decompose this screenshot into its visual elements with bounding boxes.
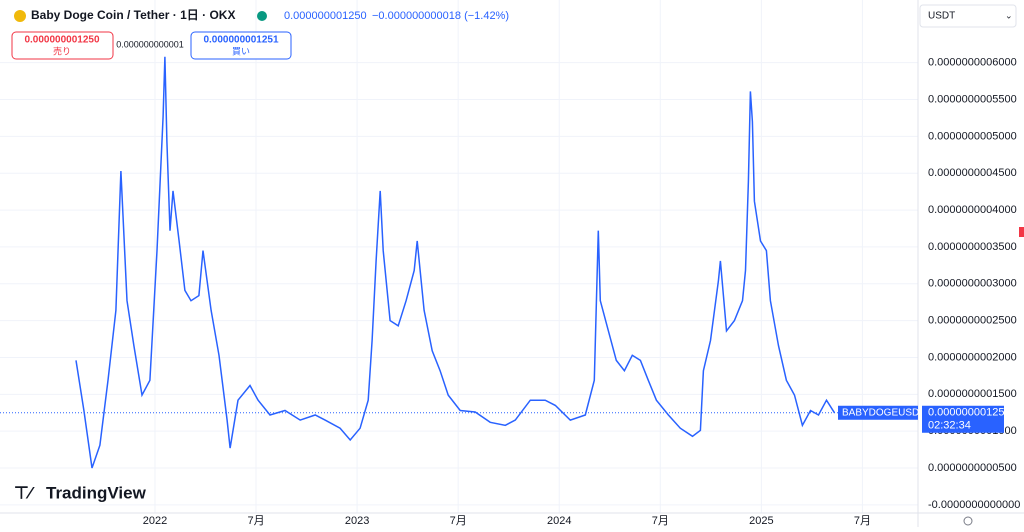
symbol-title[interactable]: Baby Doge Coin / Tether · 1日 · OKX	[31, 8, 235, 22]
price-tag	[922, 405, 1004, 433]
y-tick-label: 0.0000000000500	[928, 462, 1017, 474]
buy-button[interactable]	[190, 31, 292, 60]
y-tick-label: 0.0000000002500	[928, 315, 1017, 327]
last-price: 0.000000001250	[284, 10, 367, 22]
y-tick-label: 0.0000000003000	[928, 278, 1017, 290]
y-tick-label: 0.0000000005500	[928, 93, 1017, 105]
x-tick-label: 7月	[450, 515, 467, 527]
scroll-marker	[1019, 227, 1024, 237]
logo-mark: ⊤⁄	[14, 483, 35, 502]
countdown: 02:32:34	[928, 420, 971, 432]
spread: 0.000000000001	[116, 39, 184, 49]
sell-label[interactable]: 売り	[53, 45, 71, 56]
x-tick-label: 7月	[652, 515, 669, 527]
y-tick-label: 0.0000000004500	[928, 167, 1017, 179]
market-status[interactable]	[257, 11, 267, 21]
buy-label[interactable]: 買い	[232, 46, 250, 56]
x-tick-label: 2023	[345, 515, 369, 527]
x-tick-label: 2025	[749, 515, 773, 527]
x-tick-label: 2024	[547, 515, 571, 527]
x-tick-label: 7月	[247, 515, 264, 527]
sell-price[interactable]: 0.000000001250	[24, 35, 100, 46]
x-tick-label: 2022	[143, 515, 167, 527]
y-tick-label: 0.0000000004000	[928, 204, 1017, 216]
buy-price[interactable]: 0.000000001251	[203, 35, 279, 46]
plot	[0, 56, 918, 469]
price-change: −0.000000000018 (−1.42%)	[372, 10, 509, 22]
symbol-tag-label: BABYDOGEUSDT	[842, 407, 925, 418]
x-tick-label: 7月	[854, 515, 871, 527]
y-tick-label: -0.0000000000000	[928, 499, 1020, 511]
currency[interactable]: USDT	[928, 11, 955, 22]
y-tick-label: 0.0000000001500	[928, 388, 1017, 400]
y-tick-label: 0.0000000003500	[928, 241, 1017, 253]
logo[interactable]: TradingView	[46, 483, 147, 502]
symbol-tag	[838, 405, 918, 420]
y-tick-label: 0.0000000006000	[928, 57, 1017, 69]
settings-icon[interactable]	[963, 516, 973, 526]
y-tick-label: 0.0000000005000	[928, 130, 1017, 142]
currency-select[interactable]	[919, 4, 1017, 28]
y-tick-label: 0.0000000002000	[928, 351, 1017, 363]
price-tag-label: 0.000000001250	[928, 407, 1011, 419]
sell-button[interactable]	[11, 31, 114, 60]
dropdown-arrow: ⌄	[1005, 10, 1013, 20]
symbol-icon	[14, 10, 26, 22]
price-line	[75, 56, 836, 469]
